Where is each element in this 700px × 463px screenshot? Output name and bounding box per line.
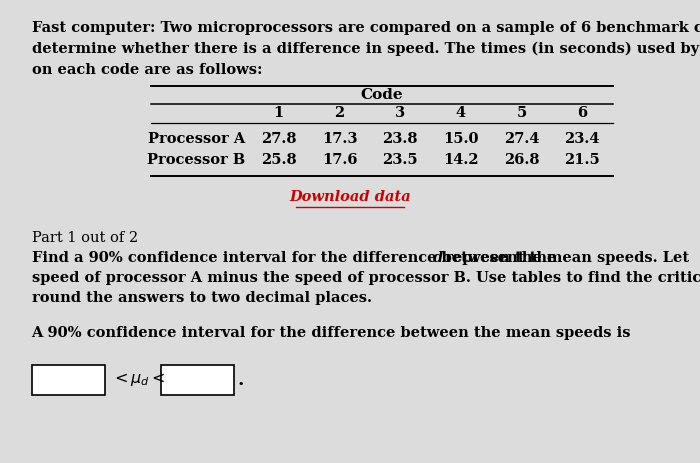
Text: 17.3: 17.3: [322, 132, 357, 146]
FancyBboxPatch shape: [161, 365, 234, 394]
Text: 23.5: 23.5: [382, 153, 418, 167]
Text: 25.8: 25.8: [261, 153, 297, 167]
Text: 23.8: 23.8: [382, 132, 418, 146]
Text: Processor A: Processor A: [148, 132, 245, 146]
Text: Find a 90% confidence interval for the difference between the mean speeds. Let: Find a 90% confidence interval for the d…: [32, 251, 694, 265]
Text: 6: 6: [577, 106, 587, 120]
Text: $<\mu_d<$: $<\mu_d<$: [111, 371, 164, 388]
Text: 14.2: 14.2: [443, 153, 479, 167]
Text: 27.8: 27.8: [261, 132, 297, 146]
Text: 21.5: 21.5: [564, 153, 600, 167]
Text: Code: Code: [360, 88, 402, 102]
Text: A 90% confidence interval for the difference between the mean speeds is: A 90% confidence interval for the differ…: [32, 326, 631, 340]
FancyBboxPatch shape: [32, 365, 105, 394]
Text: 26.8: 26.8: [504, 153, 539, 167]
Text: 3: 3: [395, 106, 405, 120]
Text: 1: 1: [274, 106, 284, 120]
Text: Download data: Download data: [289, 190, 411, 204]
Text: 5: 5: [517, 106, 526, 120]
Text: represent the: represent the: [440, 251, 556, 265]
Text: 4: 4: [456, 106, 466, 120]
Text: Fast computer: Two microprocessors are compared on a sample of 6 benchmark codes: Fast computer: Two microprocessors are c…: [32, 21, 700, 35]
Text: .: .: [238, 371, 244, 388]
Text: Processor B: Processor B: [147, 153, 245, 167]
Text: 27.4: 27.4: [504, 132, 539, 146]
Text: speed of processor A minus the speed of processor B. Use tables to find the crit: speed of processor A minus the speed of …: [32, 271, 700, 285]
Text: round the answers to two decimal places.: round the answers to two decimal places.: [32, 291, 372, 305]
Text: 15.0: 15.0: [443, 132, 479, 146]
Text: Part 1 out of 2: Part 1 out of 2: [32, 232, 138, 245]
Text: on each code are as follows:: on each code are as follows:: [32, 63, 262, 76]
Text: determine whether there is a difference in speed. The times (in seconds) used by: determine whether there is a difference …: [32, 42, 700, 56]
Text: d: d: [433, 251, 443, 265]
Text: 23.4: 23.4: [564, 132, 600, 146]
Text: 2: 2: [335, 106, 344, 120]
Text: 17.6: 17.6: [322, 153, 357, 167]
